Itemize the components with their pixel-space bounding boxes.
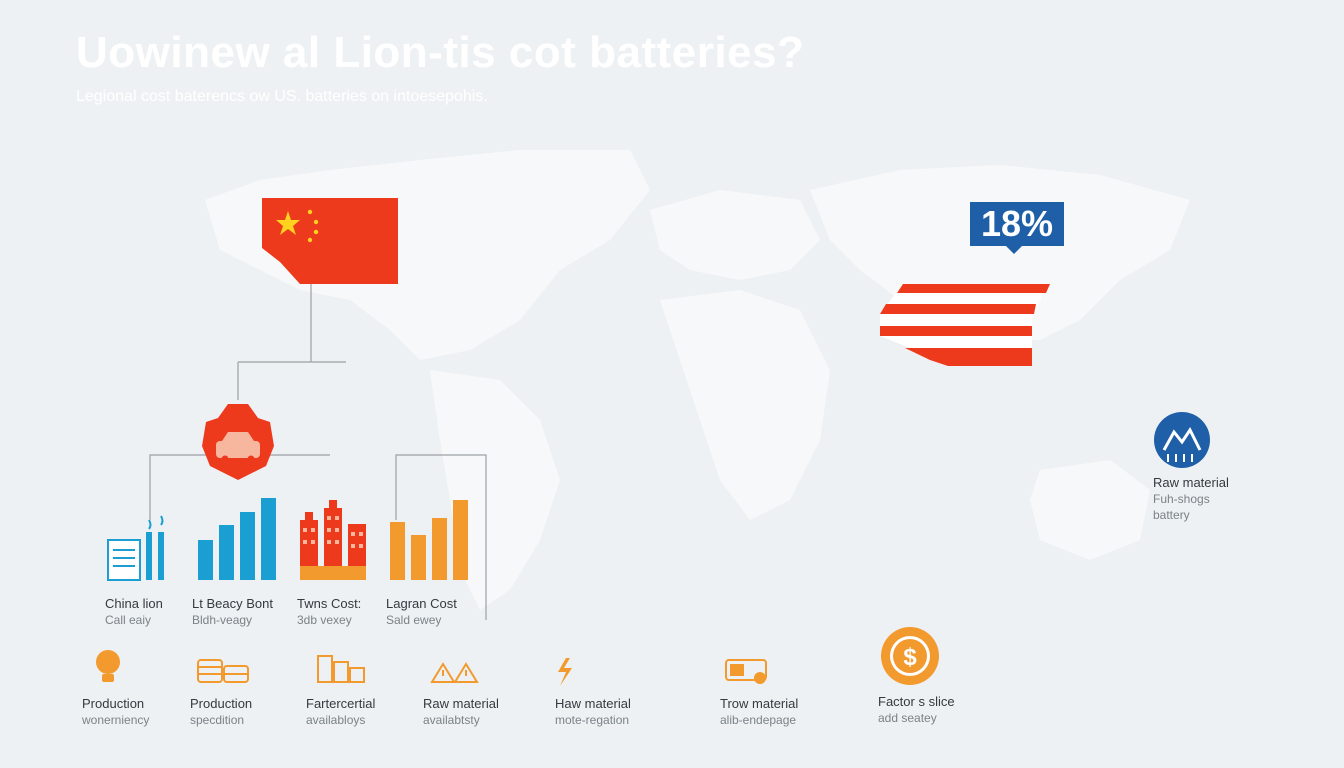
group-title: China lion	[105, 596, 163, 611]
orange-bar-chart	[390, 500, 468, 580]
connector-lines	[149, 284, 487, 620]
bar	[219, 525, 234, 580]
group-label: Twns Cost: 3db vexey	[297, 596, 361, 628]
svg-text:$: $	[903, 644, 917, 671]
group-label: China lion Call eaiy	[105, 596, 163, 628]
group-subtitle: 3db vexey	[297, 613, 352, 627]
battery-icon	[725, 659, 767, 684]
blue-bar-chart	[198, 498, 276, 580]
group-title: Twns Cost:	[297, 596, 362, 611]
group-subtitle: Call eaiy	[105, 613, 152, 627]
factor-label: Fartercertial availabloys	[306, 696, 375, 728]
bar	[453, 500, 468, 580]
factor-subtitle: specdition	[190, 713, 245, 727]
side-label: Raw material Fuh-shogs battery	[1153, 475, 1229, 523]
group-label: Lt Beacy Bont Bldh-veagy	[192, 596, 273, 628]
factor-label: Production wonerniency	[82, 696, 149, 728]
bar	[390, 522, 405, 580]
coins-icon	[197, 659, 249, 683]
factor-title: Trow material	[720, 696, 799, 711]
document-icon	[107, 515, 164, 581]
group-title: Lagran Cost	[386, 596, 457, 611]
bar	[261, 498, 276, 580]
bar	[411, 535, 426, 580]
raw-material-icon	[1154, 412, 1210, 468]
side-label-line3: battery	[1153, 508, 1190, 522]
group-subtitle: Sald ewey	[386, 613, 442, 627]
buildings-icon	[300, 500, 366, 580]
factor-title: Production	[190, 696, 253, 711]
side-label-line2: Fuh-shogs	[1153, 492, 1210, 506]
factor-subtitle: availabtsty	[423, 713, 480, 727]
factor-title: Raw material	[423, 696, 499, 711]
warning-icon	[430, 662, 479, 683]
factor-title: Factor s slice	[878, 694, 955, 709]
page-subtitle: Legional cost baterencs ow US. batteries…	[76, 88, 488, 105]
lightning-icon	[558, 658, 572, 686]
factor-subtitle: availabloys	[306, 713, 366, 727]
factor-subtitle: alib-endepage	[720, 713, 797, 727]
factor-title: Haw material	[555, 696, 631, 711]
bar	[240, 512, 255, 580]
factor-label: Haw material mote-regation	[555, 696, 631, 728]
us-flag-icon	[880, 284, 1050, 366]
factor-title: Production	[82, 696, 145, 711]
china-flag-icon	[262, 198, 398, 284]
page-title: Uowinew al Lion-tis cot batteries?	[76, 28, 805, 77]
factor-label: Factor s slice add seatey	[878, 694, 955, 726]
factor-label: Production specdition	[190, 696, 252, 728]
car-shield-icon	[202, 404, 274, 480]
bar	[198, 540, 213, 580]
factor-subtitle: mote-regation	[555, 713, 630, 727]
factor-label: Trow material alib-endepage	[720, 696, 798, 728]
group-label: Lagran Cost Sald ewey	[386, 596, 457, 628]
factor-label: Raw material availabtsty	[423, 696, 499, 728]
dollar-gear-icon: $	[881, 627, 939, 685]
bar	[432, 518, 447, 580]
factor-subtitle: wonerniency	[82, 713, 150, 727]
group-title: Lt Beacy Bont	[192, 596, 273, 611]
lightbulb-icon	[96, 650, 120, 682]
group-subtitle: Bldh-veagy	[192, 613, 253, 627]
percent-badge: 18%	[970, 202, 1064, 254]
factor-subtitle: add seatey	[878, 711, 937, 725]
factor-title: Fartercertial	[306, 696, 376, 711]
side-label-title: Raw material	[1153, 475, 1229, 490]
coin-stack-icon	[317, 655, 365, 683]
